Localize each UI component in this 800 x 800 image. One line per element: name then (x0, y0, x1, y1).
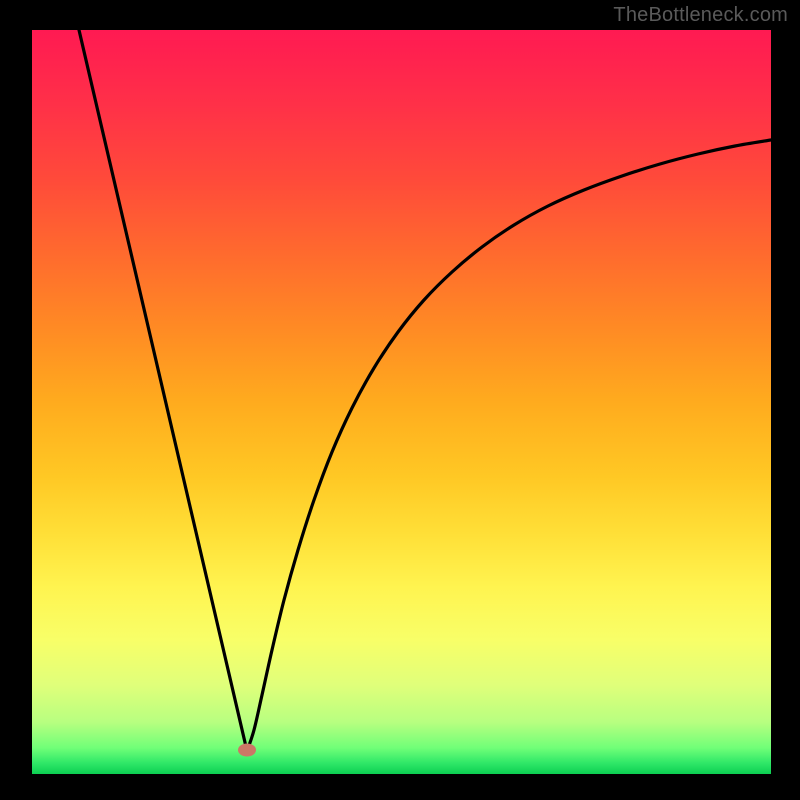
chart-container: TheBottleneck.com (0, 0, 800, 800)
plot-area (32, 30, 771, 774)
curve-svg (32, 30, 771, 774)
minimum-marker (238, 744, 256, 757)
watermark-text: TheBottleneck.com (613, 4, 788, 27)
bottleneck-curve (79, 30, 771, 751)
